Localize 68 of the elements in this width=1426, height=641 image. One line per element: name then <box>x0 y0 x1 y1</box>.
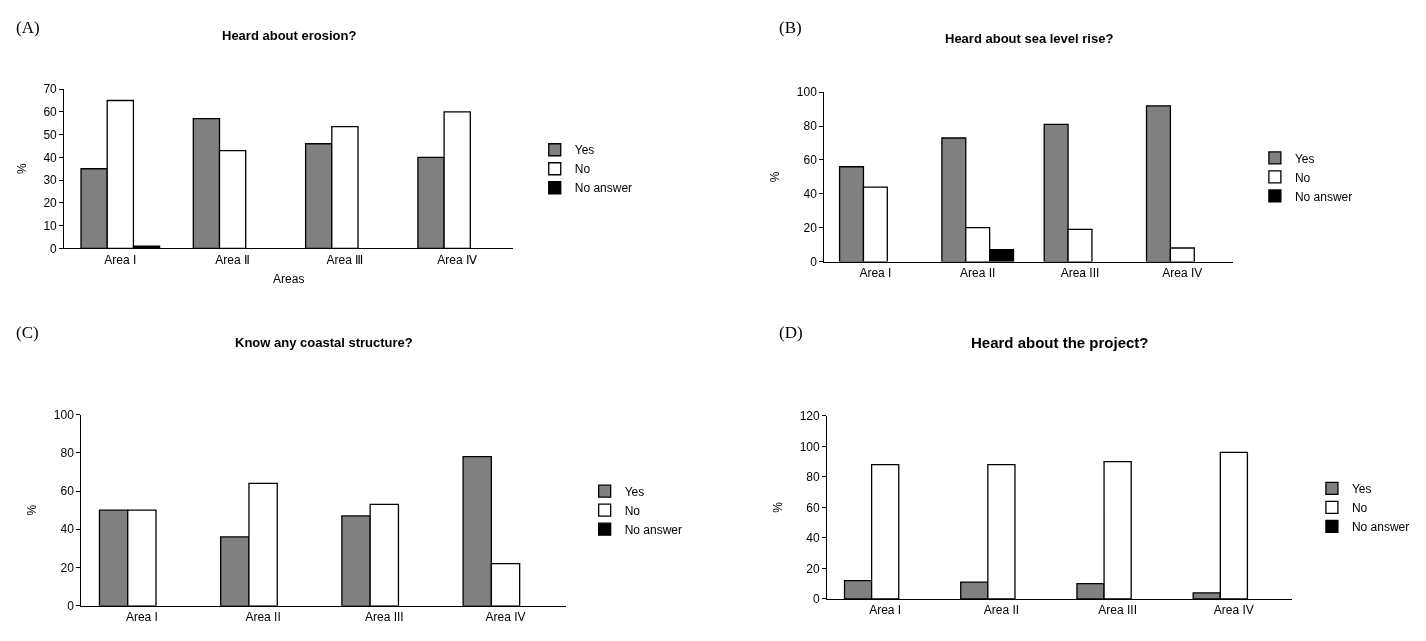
x-tick-label: Area I <box>859 265 892 280</box>
text: (A) <box>16 18 40 37</box>
y-tick-label: 100 <box>796 85 818 100</box>
x-tick-label: Area I <box>104 252 137 267</box>
y-tick-label: 20 <box>803 220 818 235</box>
y-tick-label: 80 <box>60 446 75 460</box>
legend-label: Yes <box>574 143 595 158</box>
x-tick-label: Area IV <box>485 610 526 625</box>
y-tick-label: 0 <box>810 254 818 269</box>
text: (D) <box>779 323 803 342</box>
y-tick-label: 20 <box>43 196 58 211</box>
y-tick-label: 40 <box>806 531 820 546</box>
y-tick-label: 80 <box>806 470 820 485</box>
legend-label: No answer <box>1351 520 1410 535</box>
y-tick-label: 60 <box>803 153 818 168</box>
legend-label: Yes <box>1351 482 1372 497</box>
text: (B) <box>779 18 802 37</box>
legend-label: Yes <box>1294 151 1315 166</box>
y-tick-label: 20 <box>806 561 820 576</box>
y-tick-label: 60 <box>60 484 75 499</box>
y-tick-label: 40 <box>803 187 818 202</box>
x-tick-label: Area Ⅲ <box>326 252 364 267</box>
y-tick-label: 0 <box>67 598 75 613</box>
x-tick-label: Area III <box>1098 603 1137 618</box>
y-tick-label: 30 <box>43 173 58 188</box>
x-tick-label: Area II <box>983 603 1020 618</box>
y-tick-label: 40 <box>43 150 58 165</box>
x-tick-label: Area Ⅳ <box>437 252 478 267</box>
y-tick-label: 100 <box>53 407 75 422</box>
y-tick-label: 70 <box>43 82 58 97</box>
y-tick-label: 60 <box>806 500 820 515</box>
x-tick-label: Area I <box>125 610 158 625</box>
y-tick-label: 80 <box>803 119 818 134</box>
y-tick-label: 10 <box>43 218 58 233</box>
y-axis-title: % <box>770 501 785 513</box>
y-tick-label: 20 <box>60 560 75 575</box>
y-tick-label: 50 <box>43 127 58 142</box>
x-tick-label: Area IV <box>1213 603 1254 618</box>
x-tick-label: Area I <box>869 603 902 618</box>
y-tick-label: 120 <box>799 409 820 423</box>
x-tick-label: Area IV <box>1162 265 1203 280</box>
y-tick-label: 40 <box>60 522 75 537</box>
y-tick-label: 60 <box>43 105 58 120</box>
x-tick-label: Area Ⅱ <box>215 252 250 267</box>
legend-label: No <box>574 162 591 177</box>
chart-title: Heard about the project? <box>971 334 1149 351</box>
y-tick-label: 100 <box>799 439 820 454</box>
legend-label: Yes <box>624 484 645 499</box>
y-axis-title: % <box>768 171 783 183</box>
y-axis-title: % <box>25 504 40 516</box>
x-tick-label: Area II <box>245 610 281 625</box>
x-tick-label: Area III <box>364 610 404 625</box>
text: (C) <box>16 323 39 342</box>
legend-label: No <box>624 503 641 518</box>
x-axis-title: Areas <box>273 271 305 286</box>
legend-label: No <box>1294 170 1311 185</box>
x-tick-label: Area III <box>1060 265 1100 280</box>
legend-label: No answer <box>1294 189 1353 204</box>
y-tick-label: 0 <box>50 241 58 256</box>
x-tick-label: Area II <box>960 265 996 280</box>
y-tick-label: 0 <box>812 592 820 607</box>
y-axis-title: % <box>14 163 29 175</box>
chart-title: Heard about sea level rise? <box>945 31 1114 46</box>
legend-label: No <box>1351 501 1368 516</box>
chart-title: Heard about erosion? <box>222 28 357 43</box>
chart-title: Know any coastal structure? <box>235 335 413 350</box>
legend-label: No answer <box>624 522 683 537</box>
legend-label: No answer <box>574 181 633 196</box>
